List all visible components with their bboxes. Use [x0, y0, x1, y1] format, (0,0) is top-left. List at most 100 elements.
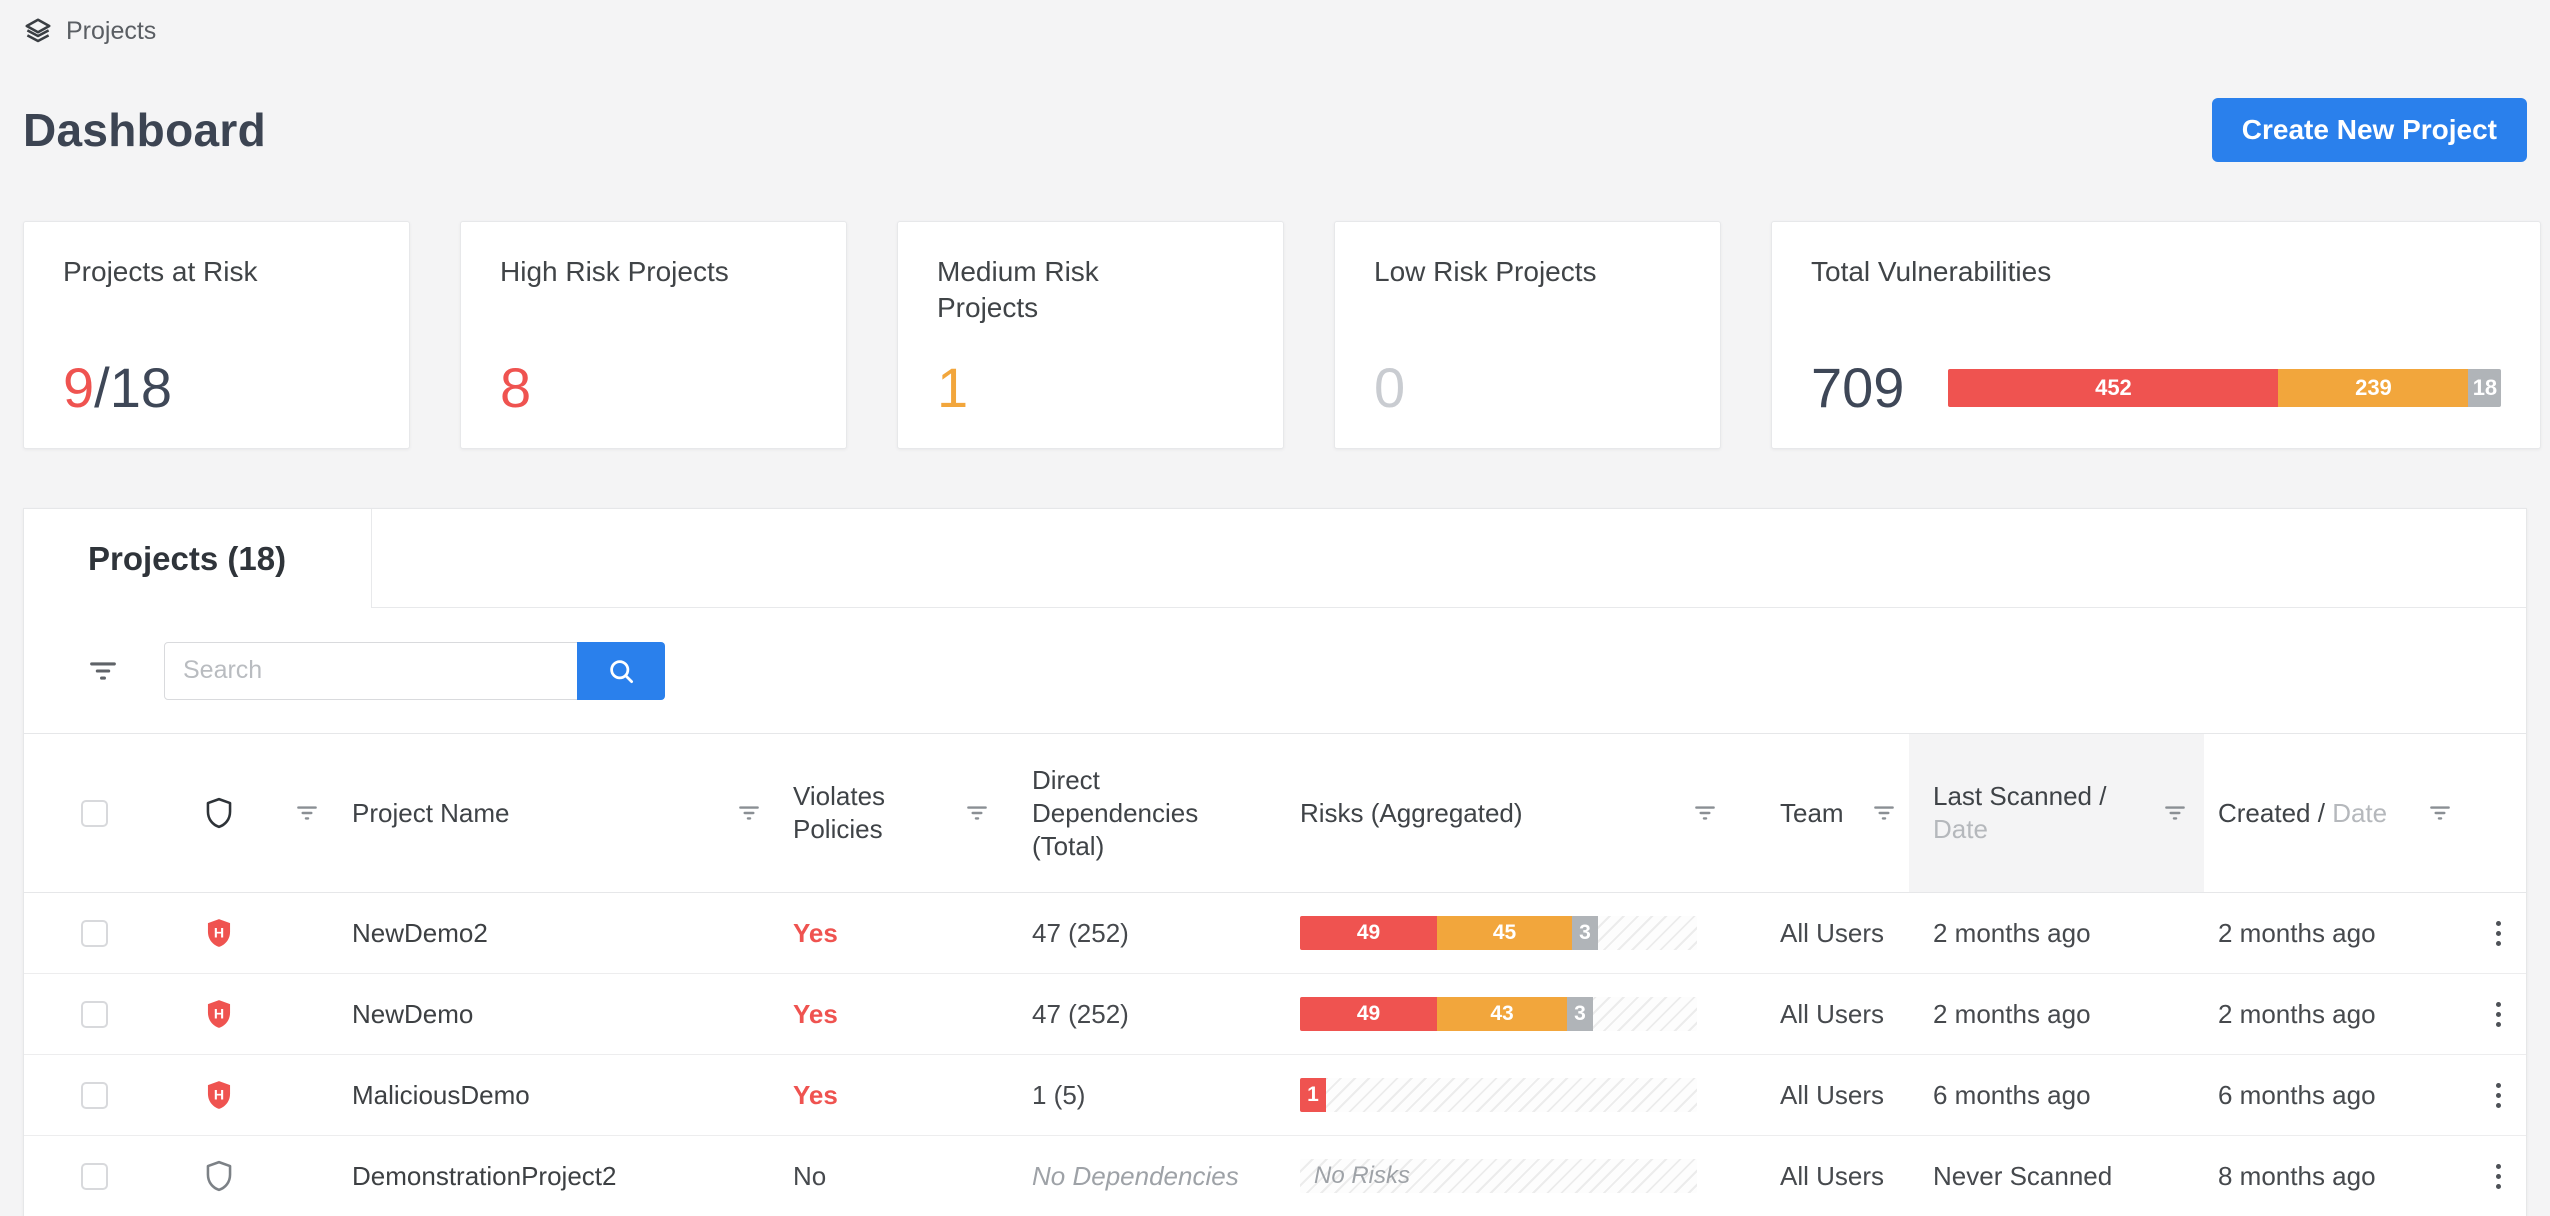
search-group: [164, 641, 665, 700]
page-header: Dashboard Create New Project: [23, 98, 2527, 162]
card-high-risk: High Risk Projects 8: [460, 221, 847, 449]
search-input[interactable]: [164, 641, 578, 700]
row-checkbox[interactable]: [80, 919, 108, 947]
row-menu-icon[interactable]: [2486, 996, 2511, 1033]
column-label-last-scanned: Last Scanned / Date: [1933, 781, 2107, 844]
create-new-project-button[interactable]: Create New Project: [2211, 98, 2527, 162]
row-checkbox[interactable]: [80, 1081, 108, 1109]
no-risks-label: No Risks: [1314, 1162, 1411, 1189]
no-risk-shield-icon: [202, 1159, 236, 1193]
panel-tabs: Projects (18): [24, 509, 2526, 609]
select-all-checkbox[interactable]: [80, 799, 108, 827]
card-title: Medium Risk Projects: [937, 256, 1099, 324]
risk-low-segment: 3: [1572, 916, 1598, 950]
breadcrumb-label: Projects: [66, 16, 157, 45]
breadcrumb[interactable]: Projects: [23, 0, 2527, 46]
total-count: /18: [94, 356, 173, 419]
row-menu-icon[interactable]: [2486, 1077, 2511, 1114]
team-value: All Users: [1780, 917, 1885, 948]
card-value: 8: [500, 356, 532, 419]
bar-segment-high: 452: [1948, 369, 2279, 407]
table-toolbar: [24, 608, 2526, 733]
last-scanned-value: 6 months ago: [1933, 1079, 2091, 1110]
last-scanned-value: 2 months ago: [1933, 917, 2091, 948]
column-label-created: Created / Date: [2218, 797, 2388, 828]
risk-bar: 49 43 3: [1300, 997, 1697, 1031]
bar-segment-low: 18: [2468, 369, 2502, 407]
table-row[interactable]: MaliciousDemo Yes 1 (5) 1 All Users 6 mo…: [24, 1055, 2526, 1136]
card-value: 9/18: [63, 360, 370, 416]
column-label-project-name: Project Name: [352, 797, 510, 828]
column-label-team: Team: [1780, 797, 1844, 828]
filter-icon[interactable]: [1871, 800, 1897, 826]
projects-panel: Projects (18) Project Name: [23, 508, 2527, 1216]
filter-icon[interactable]: [1692, 800, 1718, 826]
dependencies-value: No Dependencies: [1032, 1160, 1239, 1191]
total-vulnerabilities-count: 709: [1811, 356, 1905, 419]
violates-policies-value: Yes: [793, 1079, 838, 1110]
last-scanned-value: Never Scanned: [1933, 1160, 2113, 1191]
created-value: 6 months ago: [2218, 1079, 2376, 1110]
column-label-risks: Risks (Aggregated): [1300, 797, 1523, 828]
layers-icon: [23, 16, 53, 46]
row-menu-icon[interactable]: [2486, 1158, 2511, 1195]
bar-segment-medium: 239: [2278, 369, 2469, 407]
card-title: Projects at Risk: [63, 256, 258, 287]
card-total-vulnerabilities: Total Vulnerabilities 709 452 239 18: [1771, 221, 2542, 449]
filter-icon[interactable]: [736, 800, 762, 826]
card-value: 0: [1374, 356, 1406, 419]
filter-icon[interactable]: [294, 800, 320, 826]
card-low-risk: Low Risk Projects 0: [1334, 221, 1721, 449]
vulnerabilities-bar: 452 239 18: [1948, 369, 2502, 407]
high-risk-shield-icon: [202, 916, 236, 950]
risk-bar: 1: [1300, 1078, 1697, 1112]
search-button[interactable]: [577, 641, 665, 700]
violates-policies-value: Yes: [793, 917, 838, 948]
violates-policies-value: Yes: [793, 998, 838, 1029]
row-checkbox[interactable]: [80, 1000, 108, 1028]
filter-icon[interactable]: [964, 800, 990, 826]
card-value: 1: [937, 356, 969, 419]
row-checkbox[interactable]: [80, 1162, 108, 1190]
risk-bar: No Risks: [1300, 1159, 1697, 1193]
created-value: 2 months ago: [2218, 998, 2376, 1029]
risk-shield-column-icon: [202, 796, 236, 830]
risk-high-segment: 1: [1300, 1078, 1326, 1112]
last-scanned-value: 2 months ago: [1933, 998, 2091, 1029]
team-value: All Users: [1780, 998, 1885, 1029]
project-name[interactable]: NewDemo2: [352, 917, 488, 948]
page-title: Dashboard: [23, 104, 266, 156]
team-value: All Users: [1780, 1079, 1885, 1110]
risk-high-segment: 49: [1300, 916, 1437, 950]
project-name[interactable]: DemonstrationProject2: [352, 1160, 617, 1191]
project-name[interactable]: MaliciousDemo: [352, 1079, 530, 1110]
card-projects-at-risk: Projects at Risk 9/18: [23, 221, 410, 449]
team-value: All Users: [1780, 1160, 1885, 1191]
project-name[interactable]: NewDemo: [352, 998, 474, 1029]
table-row[interactable]: NewDemo2 Yes 47 (252) 49 45 3 All Users …: [24, 893, 2526, 974]
table-header: Project Name Violates Policies Direct De…: [24, 733, 2526, 893]
at-risk-count: 9: [63, 356, 95, 419]
risk-low-segment: 3: [1567, 997, 1593, 1031]
risk-high-segment: 49: [1300, 997, 1437, 1031]
tab-projects[interactable]: Projects (18): [24, 509, 372, 609]
card-title: Low Risk Projects: [1374, 256, 1597, 287]
table-row[interactable]: DemonstrationProject2 No No Dependencies…: [24, 1136, 2526, 1216]
created-value: 2 months ago: [2218, 917, 2376, 948]
violates-policies-value: No: [793, 1160, 827, 1191]
vulnerabilities-summary: 709 452 239 18: [1811, 356, 2502, 419]
summary-cards: Projects at Risk 9/18 High Risk Projects…: [23, 221, 2542, 449]
dependencies-value: 1 (5): [1032, 1079, 1086, 1110]
risk-medium-segment: 45: [1437, 916, 1572, 950]
filter-icon[interactable]: [2162, 800, 2188, 826]
table-filter-icon[interactable]: [86, 654, 120, 688]
risk-bar: 49 45 3: [1300, 916, 1697, 950]
created-value: 8 months ago: [2218, 1160, 2376, 1191]
row-menu-icon[interactable]: [2486, 915, 2511, 952]
risk-medium-segment: 43: [1437, 997, 1567, 1031]
filter-icon[interactable]: [2427, 800, 2453, 826]
search-icon: [606, 656, 636, 686]
table-row[interactable]: NewDemo Yes 47 (252) 49 43 3 All Users 2…: [24, 974, 2526, 1055]
high-risk-shield-icon: [202, 997, 236, 1031]
